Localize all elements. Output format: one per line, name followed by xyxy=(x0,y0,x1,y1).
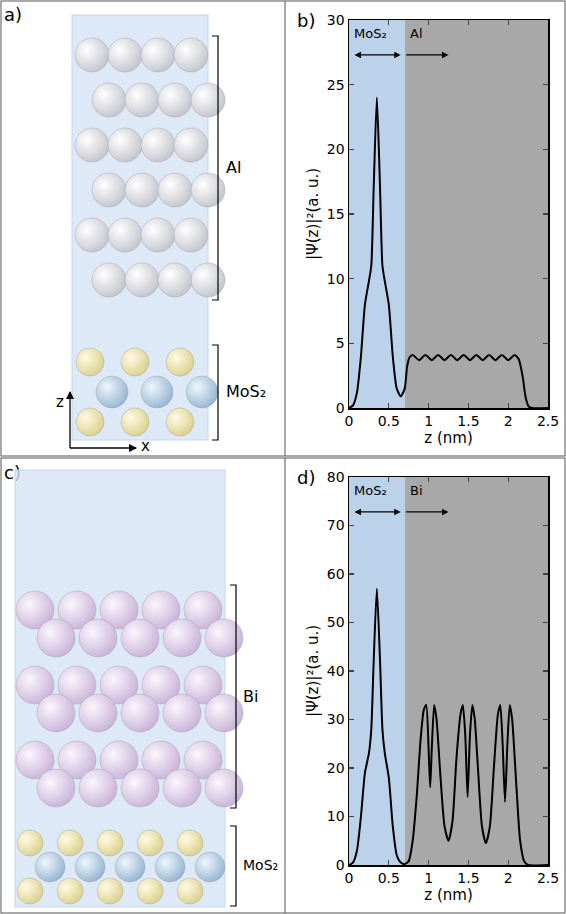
svg-text:40: 40 xyxy=(327,663,345,679)
svg-text:60: 60 xyxy=(327,566,345,582)
svg-text:z (nm): z (nm) xyxy=(424,886,472,904)
svg-text:Al: Al xyxy=(226,158,241,177)
svg-text:z (nm): z (nm) xyxy=(424,429,472,447)
svg-text:0: 0 xyxy=(345,870,354,886)
svg-text:|Ψ(z)|²(a. u.): |Ψ(z)|²(a. u.) xyxy=(304,625,322,717)
svg-text:z: z xyxy=(56,393,64,411)
svg-text:|Ψ(z)|²(a. u.): |Ψ(z)|²(a. u.) xyxy=(304,168,322,260)
svg-text:2: 2 xyxy=(504,870,513,886)
svg-text:x: x xyxy=(141,437,150,455)
svg-text:0: 0 xyxy=(336,400,345,416)
svg-text:10: 10 xyxy=(327,808,345,824)
svg-text:d): d) xyxy=(297,467,315,488)
svg-text:50: 50 xyxy=(327,614,345,630)
svg-text:0: 0 xyxy=(345,413,354,429)
svg-text:Bi: Bi xyxy=(243,687,258,706)
svg-text:80: 80 xyxy=(327,469,345,485)
svg-text:MoS₂: MoS₂ xyxy=(243,857,278,873)
svg-text:20: 20 xyxy=(327,141,345,157)
svg-text:15: 15 xyxy=(327,206,345,222)
svg-text:a): a) xyxy=(4,4,22,25)
svg-text:MoS₂: MoS₂ xyxy=(354,483,387,498)
svg-text:1: 1 xyxy=(424,413,433,429)
svg-text:0: 0 xyxy=(336,857,345,873)
svg-text:30: 30 xyxy=(327,12,345,28)
svg-text:c): c) xyxy=(4,462,21,483)
svg-text:20: 20 xyxy=(327,760,345,776)
svg-text:2: 2 xyxy=(504,413,513,429)
svg-text:Bi: Bi xyxy=(410,483,423,498)
svg-text:2.5: 2.5 xyxy=(537,413,559,429)
svg-text:b): b) xyxy=(297,10,315,31)
svg-text:0.5: 0.5 xyxy=(378,870,400,886)
svg-text:25: 25 xyxy=(327,77,345,93)
svg-text:10: 10 xyxy=(327,271,345,287)
svg-text:MoS₂: MoS₂ xyxy=(354,26,387,41)
svg-text:MoS₂: MoS₂ xyxy=(226,382,266,401)
svg-text:1: 1 xyxy=(424,870,433,886)
svg-text:5: 5 xyxy=(336,335,345,351)
svg-text:1.5: 1.5 xyxy=(457,870,479,886)
svg-text:2.5: 2.5 xyxy=(537,870,559,886)
svg-text:Al: Al xyxy=(410,26,423,41)
svg-text:0.5: 0.5 xyxy=(378,413,400,429)
svg-text:1.5: 1.5 xyxy=(457,413,479,429)
svg-text:70: 70 xyxy=(327,517,345,533)
svg-text:30: 30 xyxy=(327,711,345,727)
